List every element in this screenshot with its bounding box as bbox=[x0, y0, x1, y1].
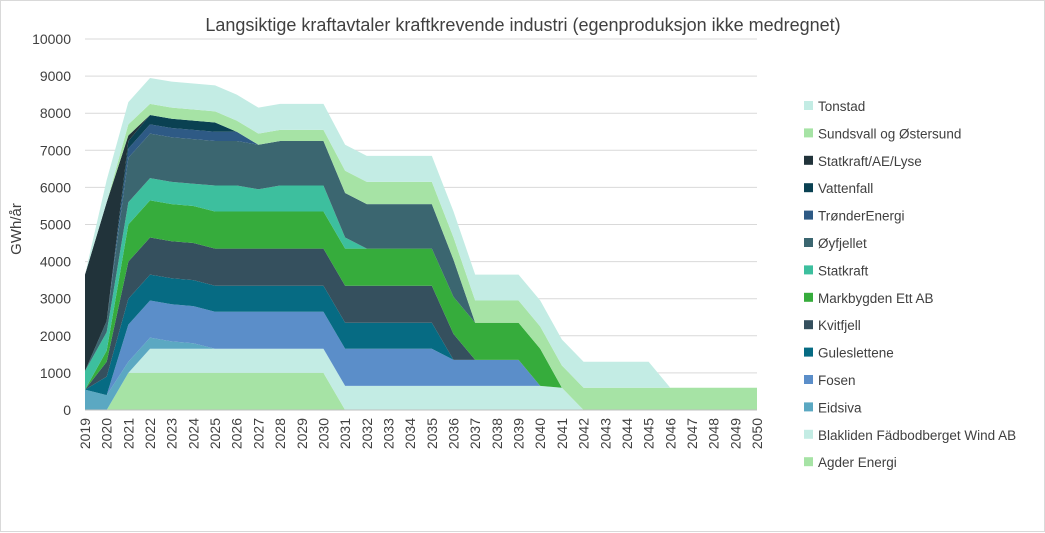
area-series-eidsiva bbox=[85, 337, 757, 410]
y-tick-label: 10000 bbox=[32, 31, 71, 47]
y-tick-label: 8000 bbox=[40, 105, 71, 121]
legend-label: Guleslettene bbox=[818, 346, 894, 361]
legend-label: TrønderEnergi bbox=[818, 209, 905, 224]
legend-swatch bbox=[804, 402, 813, 412]
area-series-markbygden-ett-ab bbox=[85, 200, 757, 410]
legend-swatch bbox=[804, 210, 813, 220]
x-tick-label: 2019 bbox=[77, 418, 93, 449]
y-tick-label: 0 bbox=[63, 402, 71, 418]
x-tick-label: 2041 bbox=[554, 418, 570, 449]
area-series-layer bbox=[85, 77, 757, 411]
x-tick-label: 2038 bbox=[489, 418, 505, 449]
legend-label: Tonstad bbox=[818, 99, 865, 114]
legend-label: Agder Energi bbox=[818, 455, 897, 470]
x-tick-label: 2021 bbox=[120, 418, 136, 449]
legend-label: Blakliden Fädbodberget Wind AB bbox=[818, 428, 1016, 443]
legend-swatch bbox=[804, 320, 813, 330]
area-series-yfjellet bbox=[85, 133, 757, 411]
area-series-kvitfjell bbox=[85, 237, 757, 410]
x-tick-label: 2034 bbox=[402, 418, 418, 449]
x-tick-label: 2033 bbox=[380, 418, 396, 449]
legend-label: Markbygden Ett AB bbox=[818, 291, 934, 306]
y-tick-label: 2000 bbox=[40, 328, 71, 344]
y-tick-label: 7000 bbox=[40, 142, 71, 158]
x-tick-label: 2032 bbox=[359, 418, 375, 449]
x-tick-label: 2035 bbox=[424, 418, 440, 449]
legend-swatch bbox=[804, 128, 813, 138]
legend-label: Statkraft bbox=[818, 263, 869, 278]
x-tick-label: 2028 bbox=[272, 418, 288, 449]
x-tick-label: 2029 bbox=[294, 418, 310, 449]
x-tick-label: 2027 bbox=[250, 418, 266, 449]
x-tick-label: 2048 bbox=[706, 418, 722, 449]
chart-title: Langsiktige kraftavtaler kraftkrevende i… bbox=[205, 15, 840, 35]
legend: Tonstad Sundsvall og Østersund Statkraft/A… bbox=[804, 99, 1016, 470]
y-axis-label: GWh/år bbox=[8, 203, 25, 255]
legend-swatch bbox=[804, 101, 813, 110]
x-tick-label: 2023 bbox=[164, 418, 180, 449]
x-tick-label: 2043 bbox=[597, 418, 613, 449]
y-tick-label: 4000 bbox=[40, 254, 71, 270]
legend-label: Kvitfjell bbox=[818, 318, 861, 333]
x-tick-label: 2030 bbox=[315, 418, 331, 449]
y-tick-label: 3000 bbox=[40, 291, 71, 307]
legend-label: Fosen bbox=[818, 373, 856, 388]
legend-swatch bbox=[804, 375, 813, 384]
x-tick-label: 2025 bbox=[207, 418, 223, 449]
legend-label: Øyfjellet bbox=[818, 236, 867, 251]
legend-swatch bbox=[804, 183, 813, 193]
x-tick-label: 2039 bbox=[511, 418, 527, 449]
legend-label: Eidsiva bbox=[818, 400, 862, 415]
legend-label: Statkraft/AE/Lyse bbox=[818, 154, 922, 169]
x-tick-label: 2022 bbox=[142, 418, 158, 449]
legend-swatch bbox=[804, 457, 813, 467]
x-tick-label: 2031 bbox=[337, 418, 353, 449]
x-tick-label: 2042 bbox=[576, 418, 592, 449]
legend-swatch bbox=[804, 265, 813, 275]
y-tick-label: 9000 bbox=[40, 68, 71, 84]
legend-swatch bbox=[804, 155, 813, 165]
x-tick-label: 2046 bbox=[662, 418, 678, 449]
legend-swatch bbox=[804, 347, 813, 357]
x-tick-label: 2044 bbox=[619, 418, 635, 449]
x-tick-label: 2049 bbox=[727, 418, 743, 449]
x-tick-label: 2020 bbox=[99, 418, 115, 449]
legend-label: Sundsvall og Østersund bbox=[818, 126, 961, 141]
x-tick-label: 2040 bbox=[532, 418, 548, 449]
legend-swatch bbox=[804, 238, 813, 247]
area-series-agder-energi bbox=[85, 372, 757, 410]
legend-swatch bbox=[804, 429, 813, 439]
x-tick-label: 2050 bbox=[749, 418, 765, 449]
legend-label: Vattenfall bbox=[818, 181, 873, 196]
y-tick-label: 5000 bbox=[40, 217, 71, 233]
y-tick-label: 6000 bbox=[40, 179, 71, 195]
x-tick-label: 2037 bbox=[467, 418, 483, 449]
x-tick-label: 2036 bbox=[446, 418, 462, 449]
y-tick-label: 1000 bbox=[40, 365, 71, 381]
area-series-blakliden-f-dbodberget-wind-ab bbox=[85, 348, 757, 410]
x-tick-label: 2047 bbox=[684, 418, 700, 449]
axes: 0 1000 2000 3000 4000 5000 6000 7000 8000 9000 100… bbox=[32, 31, 765, 449]
x-tick-label: 2045 bbox=[641, 418, 657, 449]
area-series-guleslettene bbox=[85, 274, 757, 410]
legend-swatch bbox=[804, 292, 813, 302]
x-tick-label: 2024 bbox=[185, 418, 201, 449]
area-series-fosen bbox=[85, 300, 757, 410]
x-tick-label: 2026 bbox=[229, 418, 245, 449]
